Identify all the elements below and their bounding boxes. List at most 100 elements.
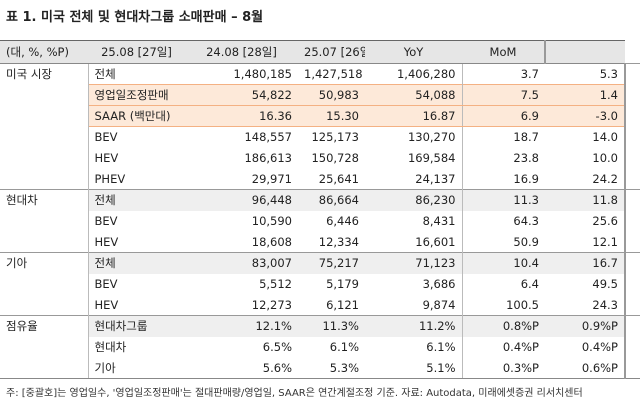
value-cell: 24.2	[592, 171, 618, 186]
row-label: HEV	[94, 151, 119, 165]
header-cell: 25.07 [26일]	[298, 40, 365, 64]
table-row: 미국 시장 전체 1,480,185 1,427,518 1,406,280 3.7 5.3	[0, 63, 640, 85]
row-label: 전체	[88, 252, 185, 274]
value-cell: 12,273	[251, 297, 292, 312]
table-row: HEV 18,608 12,334 16,601 50.9 12.1	[0, 231, 640, 253]
value-cell: 150,728	[311, 151, 359, 165]
value-cell: 24,137	[415, 171, 456, 186]
value-cell: 83,007	[185, 252, 298, 274]
value-cell: 18.7	[461, 126, 545, 148]
row-label: BEV	[94, 214, 118, 228]
value-cell: 5,512	[259, 277, 292, 291]
value-cell: 10.0	[592, 151, 618, 165]
row-label: HEV	[94, 234, 119, 249]
value-cell: 6.1%	[329, 340, 359, 354]
value-cell: 12,334	[318, 234, 359, 249]
value-cell: 23.8	[461, 147, 545, 169]
value-cell: 71,123	[365, 252, 462, 274]
value-cell: 3,686	[422, 277, 456, 291]
header-cell: (대, %, %P)	[0, 40, 88, 64]
value-cell: 16.36	[185, 105, 298, 127]
table-row: PHEV 29,971 25,641 24,137 16.9 24.2	[0, 168, 640, 190]
row-label: PHEV	[94, 171, 126, 186]
group-spacer	[0, 105, 89, 127]
value-cell: 0.4%P	[581, 340, 618, 354]
table-row: SAAR (백만대) 16.36 15.30 16.87 6.9 -3.0	[0, 105, 640, 127]
value-cell: 50.9	[461, 231, 545, 253]
value-cell: 16,601	[415, 234, 456, 249]
value-cell: 14.0	[592, 130, 618, 145]
row-label: BEV	[94, 277, 118, 291]
value-cell: 6.9	[461, 105, 545, 127]
cut-column	[624, 168, 640, 190]
value-cell: 1.4	[545, 84, 625, 106]
value-cell: 11.3	[461, 189, 545, 211]
group-spacer	[0, 231, 89, 253]
cut-column	[624, 231, 640, 253]
value-cell: 50,983	[298, 84, 365, 106]
value-cell: 12.1%	[185, 315, 298, 337]
row-label: 전체	[88, 63, 185, 85]
value-cell: 0.3%P	[461, 357, 545, 379]
row-label: SAAR (백만대)	[88, 105, 185, 127]
value-cell: 0.4%P	[461, 336, 545, 358]
cut-column	[624, 294, 640, 316]
value-cell: 16.7	[545, 252, 625, 274]
value-cell: 125,173	[311, 130, 359, 145]
table-row: 현대차 전체 96,448 86,664 86,230 11.3 11.8	[0, 189, 640, 211]
value-cell: 86,230	[365, 189, 462, 211]
group-label: 미국 시장	[0, 63, 89, 85]
value-cell: 5,179	[326, 277, 359, 291]
group-label: 기아	[0, 252, 89, 274]
cut-column	[544, 40, 625, 64]
value-cell: 9,874	[422, 297, 456, 312]
value-cell: -3.0	[545, 105, 625, 127]
group-spacer	[0, 357, 89, 379]
value-cell: 11.2%	[365, 315, 462, 337]
header-cell: YoY	[365, 40, 462, 64]
value-cell: 5.6%	[185, 357, 298, 379]
value-cell: 11.3%	[298, 315, 365, 337]
value-cell: 29,971	[251, 171, 292, 186]
value-cell: 11.8	[545, 189, 625, 211]
cut-column	[624, 126, 640, 148]
row-label: HEV	[94, 297, 119, 312]
value-cell: 100.5	[461, 294, 545, 316]
value-cell: 96,448	[185, 189, 298, 211]
group-label: 점유율	[0, 315, 89, 337]
value-cell: 6,121	[326, 297, 359, 312]
value-cell: 186,613	[244, 151, 292, 165]
value-cell: 10.4	[461, 252, 545, 274]
value-cell: 6.4	[461, 273, 545, 295]
value-cell: 5.3%	[298, 357, 365, 379]
cut-column	[624, 210, 640, 232]
value-cell: 12.1	[592, 234, 618, 249]
group-spacer	[0, 147, 89, 169]
cut-column	[624, 63, 640, 85]
group-spacer	[0, 126, 89, 148]
value-cell: 5.3	[545, 63, 625, 85]
value-cell: 1,427,518	[298, 63, 365, 85]
row-label: 현대차그룹	[88, 315, 185, 337]
row-label: 전체	[88, 189, 185, 211]
row-label: 영업일조정판매	[88, 84, 185, 106]
value-cell: 75,217	[298, 252, 365, 274]
value-cell: 6.1%	[426, 340, 456, 354]
value-cell: 54,822	[185, 84, 298, 106]
value-cell: 25,641	[318, 171, 359, 186]
table-title: 표 1. 미국 전체 및 현대차그룹 소매판매 – 8월	[6, 10, 264, 25]
value-cell: 0.8%P	[461, 315, 545, 337]
value-cell: 49.5	[592, 277, 618, 291]
footnote: 주: [중괄호]는 영업일수, '영업일조정판매'는 절대판매량/영업일, SA…	[6, 388, 583, 399]
value-cell: 18,608	[251, 234, 292, 249]
value-cell: 15.30	[298, 105, 365, 127]
table-row: 현대차 6.5% 6.1% 6.1% 0.4%P 0.4%P	[0, 336, 640, 358]
value-cell: 1,480,185	[185, 63, 298, 85]
cut-column	[624, 147, 640, 169]
table-row: HEV 186,613 150,728 169,584 23.8 10.0	[0, 147, 640, 169]
value-cell: 3.7	[461, 63, 545, 85]
value-cell: 148,557	[244, 130, 292, 145]
table-row: 기아 전체 83,007 75,217 71,123 10.4 16.7	[0, 252, 640, 274]
value-cell: 0.9%P	[545, 315, 625, 337]
